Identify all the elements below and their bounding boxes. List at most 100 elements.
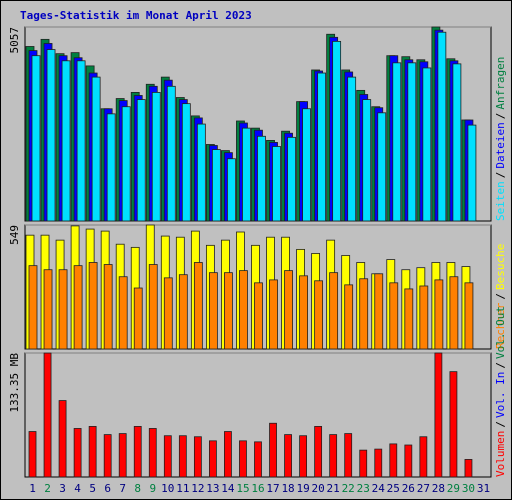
bar — [163, 277, 173, 350]
bar — [227, 158, 236, 222]
x-tick-label: 9 — [149, 482, 156, 495]
bar — [136, 99, 146, 222]
bar — [299, 435, 307, 478]
bar — [314, 280, 324, 350]
bar — [329, 272, 339, 350]
bar — [148, 428, 157, 478]
bar — [272, 146, 281, 222]
y-tick-label: 5057 — [8, 27, 21, 54]
legend: Seiten / Dateien / Anfragen — [494, 57, 507, 221]
legend-entry: Seiten — [494, 181, 507, 221]
bar — [118, 433, 127, 478]
x-tick-label: 29 — [447, 482, 460, 495]
bar — [437, 31, 447, 222]
bar — [314, 426, 323, 478]
bar — [467, 124, 477, 222]
bar — [28, 265, 38, 350]
x-tick-label: 19 — [296, 482, 309, 495]
bar — [166, 85, 176, 222]
x-tick-label: 15 — [236, 482, 249, 495]
bar — [359, 278, 369, 350]
x-tick-label: 30 — [462, 482, 475, 495]
bar — [452, 63, 462, 222]
bar — [43, 269, 53, 350]
legend: Volumen / Vol. In / Vol. Out — [494, 306, 507, 477]
bar — [329, 434, 338, 478]
bar — [178, 435, 187, 478]
x-tick-label: 16 — [251, 482, 264, 495]
bar — [106, 113, 116, 222]
x-tick-label: 28 — [432, 482, 445, 495]
legend-entry: Rechner — [494, 302, 507, 349]
bar — [196, 123, 206, 222]
bar — [389, 443, 398, 478]
bar — [302, 108, 311, 222]
bar — [193, 262, 203, 350]
legend: Rechner / Besuche — [494, 244, 507, 349]
bar — [239, 440, 247, 478]
bar — [389, 282, 399, 350]
bar — [163, 435, 172, 478]
x-tick-label: 6 — [104, 482, 111, 495]
x-tick-label: 26 — [402, 482, 415, 495]
bar — [254, 282, 263, 350]
x-tick-label: 17 — [266, 482, 279, 495]
bar — [344, 433, 353, 478]
x-tick-label: 8 — [134, 482, 141, 495]
bar — [464, 459, 473, 478]
x-tick-label: 22 — [342, 482, 355, 495]
bar — [377, 112, 387, 222]
bar — [404, 288, 414, 350]
y-tick-label: 549 — [8, 225, 21, 245]
legend-entry: Besuche — [494, 244, 507, 290]
legend-separator: / — [494, 421, 507, 428]
legend-separator: / — [494, 113, 507, 120]
bar — [209, 440, 217, 478]
bar — [193, 436, 202, 478]
bar — [344, 284, 354, 350]
bar — [28, 431, 37, 478]
legend-entry: Dateien — [494, 122, 507, 168]
bar — [419, 436, 428, 478]
bar — [269, 279, 278, 350]
bar — [257, 135, 266, 222]
bar — [121, 106, 131, 222]
x-tick-label: 24 — [372, 482, 386, 495]
bar — [407, 62, 417, 222]
x-tick-label: 20 — [312, 482, 325, 495]
bar — [103, 434, 112, 478]
bar — [31, 55, 41, 222]
x-tick-label: 12 — [191, 482, 204, 495]
bar — [88, 426, 97, 478]
bar — [242, 127, 251, 222]
bar — [73, 428, 82, 478]
bar — [287, 136, 296, 222]
bar — [269, 422, 277, 478]
bar — [88, 262, 98, 350]
bar — [178, 274, 188, 350]
bar — [76, 60, 86, 222]
legend-entry: Vol. In — [494, 372, 507, 418]
bar — [254, 441, 262, 478]
legend-entry: Vol. Out — [494, 306, 507, 359]
bar — [374, 273, 384, 350]
x-tick-label: 13 — [206, 482, 219, 495]
x-tick-label: 18 — [281, 482, 294, 495]
bar — [239, 270, 248, 350]
bar — [284, 270, 293, 350]
bar — [224, 431, 232, 478]
bar — [404, 444, 413, 478]
bar — [181, 103, 191, 222]
bar — [91, 76, 101, 222]
x-tick-label: 4 — [74, 482, 81, 495]
legend-separator: / — [494, 362, 507, 369]
bar — [151, 92, 161, 222]
bar — [118, 276, 128, 350]
bar — [43, 352, 52, 478]
bar — [73, 265, 83, 350]
bar — [347, 76, 357, 222]
bar — [362, 99, 372, 222]
bar — [46, 49, 56, 222]
x-tick-label: 23 — [357, 482, 370, 495]
